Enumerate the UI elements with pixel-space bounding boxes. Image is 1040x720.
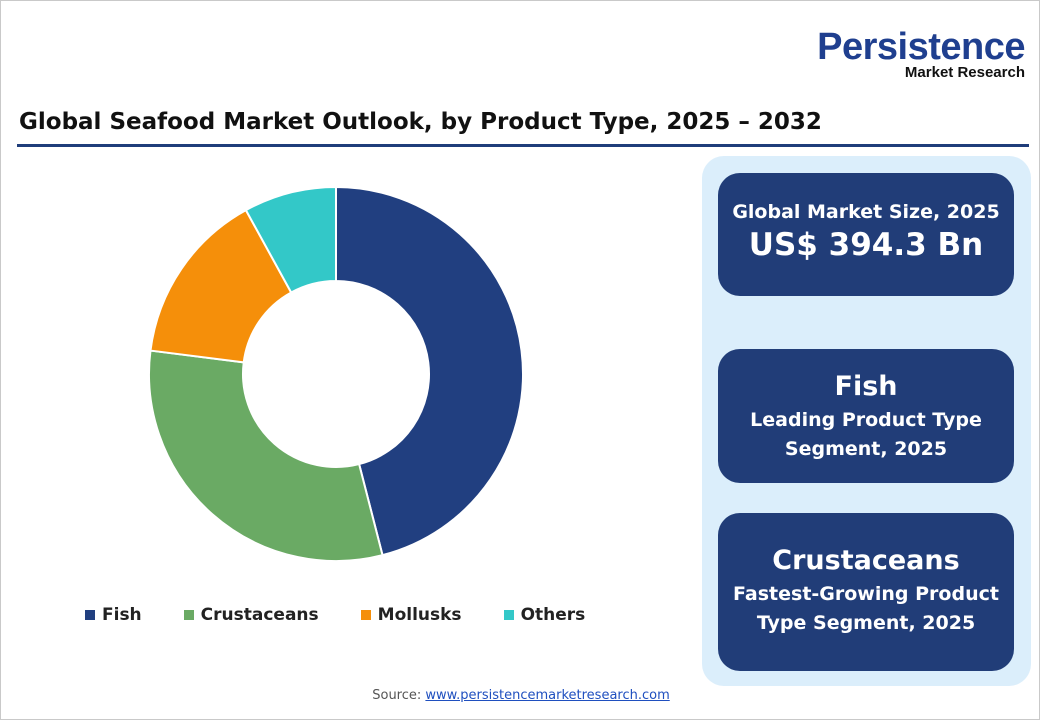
leading-segment-label-2: Segment, 2025 [784,438,948,460]
chart-title: Global Seafood Market Outlook, by Produc… [19,109,822,135]
leading-segment-name: Fish [834,371,898,402]
donut-chart [148,185,524,562]
slice-crustaceans [148,349,384,562]
fastest-segment-name: Crustaceans [772,545,960,576]
fastest-segment-label-2: Type Segment, 2025 [756,612,976,634]
legend: Fish Crustaceans Mollusks Others [85,605,627,625]
highlights-panel: Global Market Size, 2025 US$ 394.3 Bn Fi… [702,156,1031,686]
legend-item-crustaceans: Crustaceans [183,605,319,625]
legend-item-others: Others [503,605,586,625]
legend-label: Mollusks [377,605,462,625]
legend-swatch [360,610,371,620]
source-link[interactable]: www.persistencemarketresearch.com [425,688,670,703]
logo-line1: Persistence [817,26,1025,68]
fastest-segment-label: Fastest-Growing Product [733,583,999,605]
market-size-card: Global Market Size, 2025 US$ 394.3 Bn [718,173,1014,296]
source-note: Source: www.persistencemarketresearch.co… [1,688,1039,703]
fastest-segment-card: Crustaceans Fastest-Growing Product Type… [718,513,1014,671]
leading-segment-card: Fish Leading Product Type Segment, 2025 [718,349,1014,483]
legend-swatch [183,610,194,620]
market-size-label: Global Market Size, 2025 [732,201,1000,223]
title-divider [17,144,1029,147]
leading-segment-label: Leading Product Type [750,409,982,431]
legend-label: Others [520,605,586,625]
legend-label: Crustaceans [200,605,319,625]
legend-item-mollusks: Mollusks [360,605,462,625]
legend-label: Fish [102,605,142,625]
slice-mollusks [149,208,293,364]
slice-others [244,185,337,294]
slice-fish [335,185,524,557]
legend-item-fish: Fish [85,605,142,625]
legend-swatch [503,610,514,620]
logo-line2: Market Research [904,64,1025,81]
legend-swatch [85,610,95,620]
logo: Persistence Market Research [817,26,1025,81]
source-label: Source: [372,688,422,703]
market-size-value: US$ 394.3 Bn [748,227,984,263]
